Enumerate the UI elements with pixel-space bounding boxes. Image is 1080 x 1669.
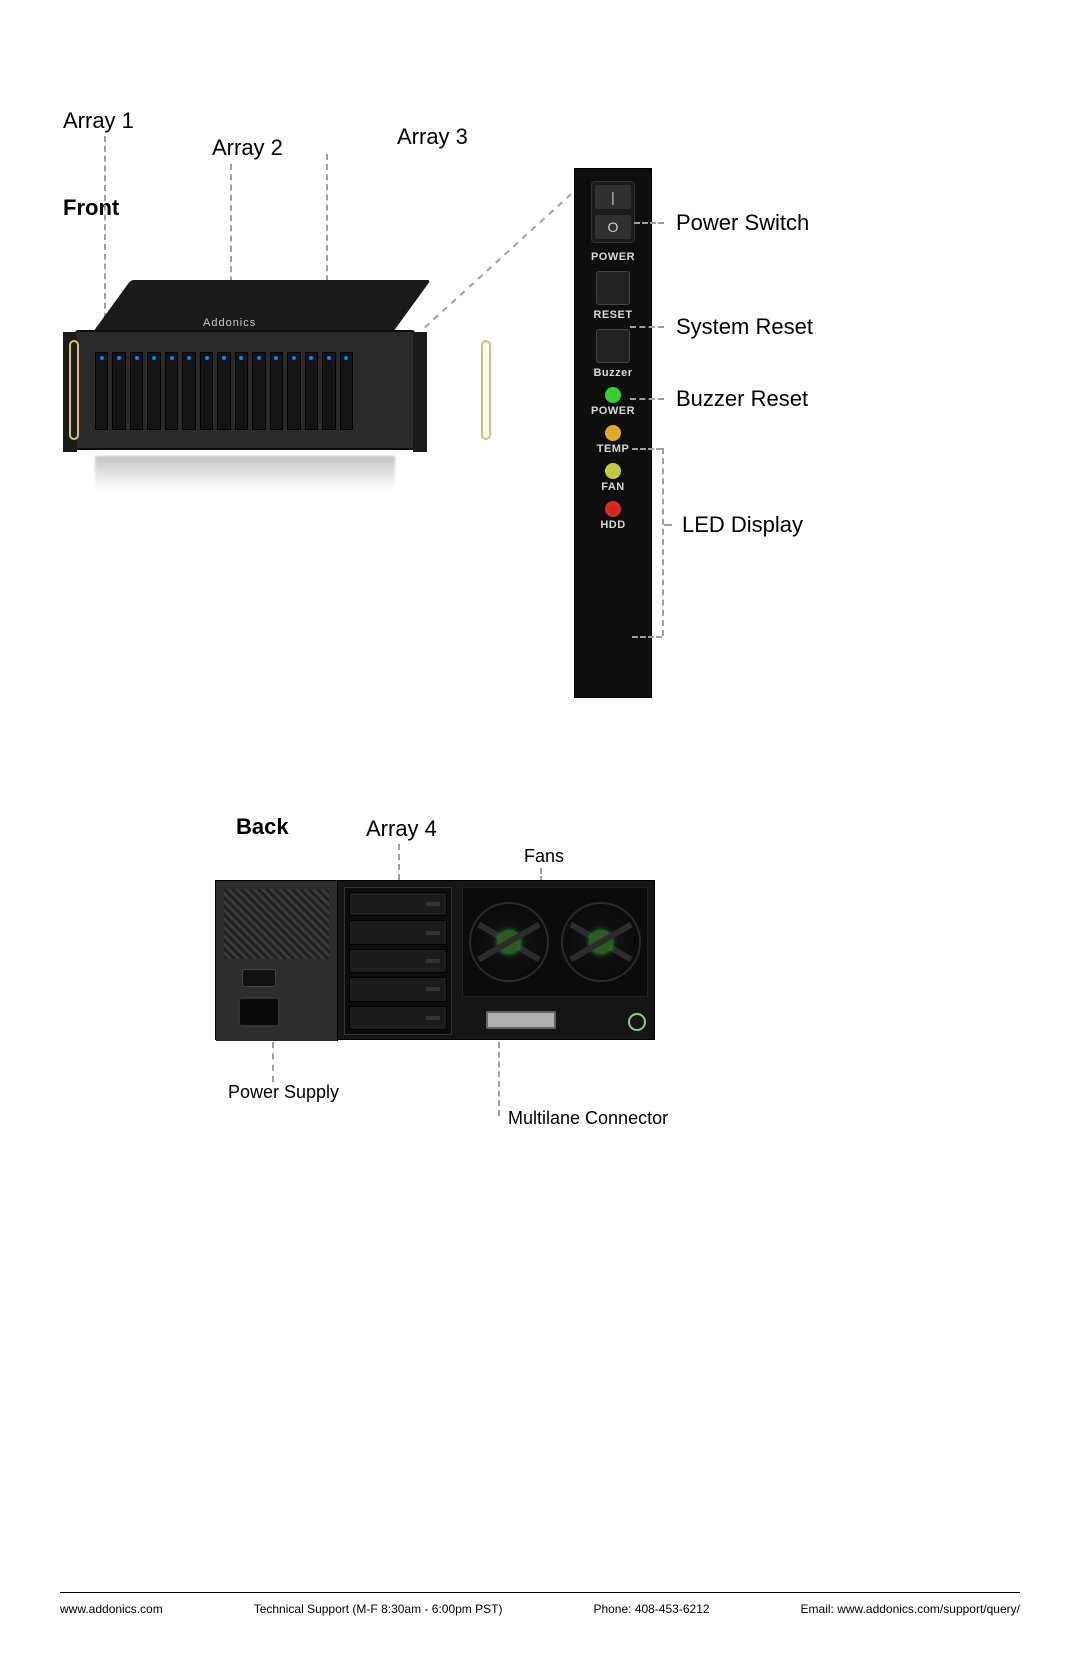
led-bracket-side <box>662 448 664 636</box>
array4-slot <box>349 1006 447 1030</box>
led-temp <box>605 425 621 441</box>
power-supply-unit <box>216 881 338 1041</box>
rack-handle-left <box>69 340 79 440</box>
led-fan <box>605 463 621 479</box>
back-indicator-icon <box>628 1013 646 1031</box>
callout-buzzer-reset: Buzzer Reset <box>676 386 808 412</box>
panel-label-buzzer: Buzzer <box>581 367 645 379</box>
panel-label-power: POWER <box>581 251 645 263</box>
title-front: Front <box>63 195 119 221</box>
label-array1: Array 1 <box>63 108 134 134</box>
label-multilane: Multilane Connector <box>508 1108 668 1129</box>
drive-bay <box>322 352 335 430</box>
fan-area <box>462 887 648 997</box>
psu-vent-icon <box>224 889 329 959</box>
leader-buzzer-reset <box>630 398 664 400</box>
label-array2: Array 2 <box>212 135 283 161</box>
label-array4: Array 4 <box>366 816 437 842</box>
drive-bay <box>305 352 318 430</box>
drive-bay <box>252 352 265 430</box>
psu-plug-icon <box>238 997 280 1027</box>
callout-power-switch: Power Switch <box>676 210 809 236</box>
power-switch-off-icon: O <box>595 215 631 239</box>
page: { "front": { "title": "Front", "arrays":… <box>0 0 1080 1669</box>
rack-brand: Addonics <box>203 317 256 329</box>
rack-ear-right <box>413 332 427 452</box>
rack-handle-right <box>481 340 491 440</box>
callout-system-reset: System Reset <box>676 314 813 340</box>
rack-bays <box>95 352 353 430</box>
callout-led-display: LED Display <box>682 512 803 538</box>
array4-slot <box>349 892 447 916</box>
footer-email: Email: www.addonics.com/support/query/ <box>801 1602 1020 1616</box>
fan-hub-icon <box>498 931 520 953</box>
label-fans: Fans <box>524 846 564 867</box>
leader-multilane <box>498 1042 500 1116</box>
rack-face <box>75 330 415 450</box>
drive-bay <box>340 352 353 430</box>
array4-slot <box>349 949 447 973</box>
fan-icon <box>469 902 549 982</box>
led-bracket-top <box>632 448 662 450</box>
drive-bay <box>130 352 143 430</box>
panel-label-reset: RESET <box>581 309 645 321</box>
leader-rack-to-panel <box>410 180 590 340</box>
leader-led-display <box>664 524 672 526</box>
multilane-connector <box>486 1011 556 1029</box>
footer-rule <box>60 1592 1020 1593</box>
panel-label-led-fan: FAN <box>581 481 645 493</box>
led-bracket-bottom <box>632 636 662 638</box>
fan-icon <box>561 902 641 982</box>
drive-bay <box>165 352 178 430</box>
drive-bay <box>235 352 248 430</box>
drive-bay <box>112 352 125 430</box>
psu-switch[interactable] <box>242 969 276 987</box>
footer-phone: Phone: 408-453-6212 <box>593 1602 709 1616</box>
footer-support: Technical Support (M-F 8:30am - 6:00pm P… <box>254 1602 503 1616</box>
drive-bay <box>95 352 108 430</box>
array4-slot <box>349 920 447 944</box>
label-array3: Array 3 <box>397 124 468 150</box>
array4-slot <box>349 977 447 1001</box>
array4-cage <box>344 887 452 1035</box>
title-back: Back <box>236 814 289 840</box>
drive-bay <box>200 352 213 430</box>
leader-power-supply <box>272 1042 274 1082</box>
led-power <box>605 387 621 403</box>
rack-reflection <box>95 456 395 490</box>
drive-bay <box>217 352 230 430</box>
system-reset-button[interactable] <box>596 271 630 305</box>
power-switch[interactable]: | O <box>591 181 635 243</box>
leader-system-reset <box>630 326 664 328</box>
drive-bay <box>147 352 160 430</box>
power-switch-on-icon: | <box>595 185 631 209</box>
led-hdd <box>605 501 621 517</box>
drive-bay <box>270 352 283 430</box>
footer-site: www.addonics.com <box>60 1602 163 1616</box>
rack-front-view: Addonics <box>75 280 435 490</box>
leader-power-switch <box>634 222 664 224</box>
drive-bay <box>287 352 300 430</box>
fan-hub-icon <box>590 931 612 953</box>
drive-bay <box>182 352 195 430</box>
panel-label-led-power: POWER <box>581 405 645 417</box>
label-power-supply: Power Supply <box>228 1082 339 1103</box>
control-panel: | O POWER RESET Buzzer POWER TEMP FAN HD… <box>574 168 652 698</box>
panel-label-led-hdd: HDD <box>581 519 645 531</box>
buzzer-reset-button[interactable] <box>596 329 630 363</box>
rack-back-view <box>215 880 655 1040</box>
control-panel-inner: | O POWER RESET Buzzer POWER TEMP FAN HD… <box>581 175 645 691</box>
footer: www.addonics.com Technical Support (M-F … <box>60 1602 1020 1616</box>
